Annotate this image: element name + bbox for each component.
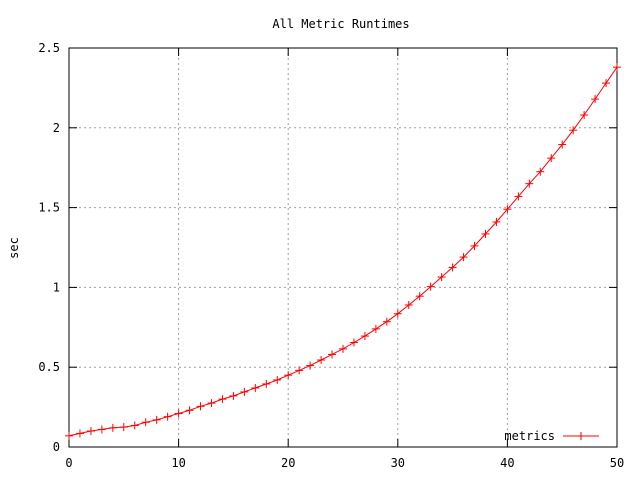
data-point [65,431,73,440]
data-point [284,371,293,380]
chart-title: All Metric Runtimes [272,17,409,31]
x-tick-label: 50 [610,456,624,470]
data-point [525,179,534,188]
legend-marker [577,432,585,440]
data-point [317,356,326,365]
series-metrics [65,63,621,440]
data-point [130,421,139,430]
data-point [470,241,479,250]
data-point [196,402,205,411]
y-tick-label: 1.5 [38,201,60,215]
data-point [547,154,556,163]
data-point [262,379,271,388]
data-point [404,300,413,309]
data-point [503,205,512,214]
data-point [371,324,380,333]
data-point [229,391,238,400]
data-point [514,192,523,201]
data-point [295,366,304,375]
data-point [152,415,161,424]
data-point [360,332,369,341]
data-point [426,282,435,291]
legend-label: metrics [504,429,555,443]
data-point [328,350,337,359]
data-point [174,409,183,418]
data-point [218,395,227,404]
legend: metrics [504,429,599,443]
data-point [536,167,545,176]
data-point [240,387,249,396]
data-point [382,317,391,326]
data-point [580,111,589,120]
y-tick-label: 2 [53,121,60,135]
x-tick-label: 40 [500,456,514,470]
data-point [119,423,128,432]
y-tick-label: 2.5 [38,41,60,55]
data-point [393,309,402,318]
data-point [273,375,282,384]
data-point [591,95,600,104]
data-point [108,423,117,432]
data-point [185,406,194,415]
legend-plus-marker [577,432,585,440]
data-point [86,427,95,436]
series-line [68,66,618,437]
data-point [602,79,611,88]
y-tick-label: 0 [53,440,60,454]
data-point [613,63,621,72]
plot-frame [68,47,618,448]
gridlines [69,48,617,447]
data-point [339,344,347,353]
x-tick-label: 30 [391,456,405,470]
axis-ticks: 0 0.5 1 1.5 2 2.5 0 10 20 30 40 50 [38,41,624,470]
data-point [558,140,567,149]
x-tick-label: 0 [65,456,72,470]
x-tick-label: 10 [171,456,185,470]
y-axis-label: sec [7,237,21,259]
data-point [492,217,501,226]
y-tick-label: 0.5 [38,360,60,374]
data-point [207,399,216,408]
data-point [163,412,172,421]
data-point [306,361,315,370]
data-point [97,425,106,434]
data-point [251,383,260,392]
data-point [75,429,84,438]
data-point [459,253,468,262]
data-point [569,126,578,135]
data-point [448,263,457,272]
data-point [437,273,446,282]
data-point [349,338,358,347]
x-tick-label: 20 [281,456,295,470]
data-point [141,418,150,427]
data-point [415,292,424,301]
data-point [481,229,490,238]
y-tick-label: 1 [53,280,60,294]
